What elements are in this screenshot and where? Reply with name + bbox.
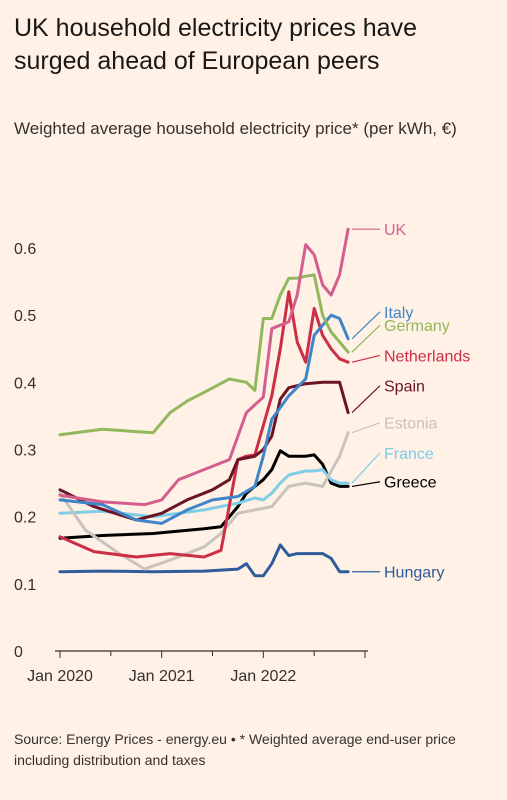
series-label-estonia: Estonia <box>384 416 437 433</box>
series-label-france: France <box>384 446 434 463</box>
label-leader-italy <box>351 311 381 340</box>
series-label-germany: Germany <box>384 318 450 335</box>
y-tick-label: 0 <box>14 644 23 661</box>
series-label-spain: Spain <box>384 379 425 396</box>
series-line-france <box>58 468 350 519</box>
y-tick-label: 0.4 <box>14 375 36 392</box>
label-leader-netherlands <box>351 354 381 363</box>
chart-series-group <box>58 227 350 578</box>
series-line-uk <box>58 227 350 507</box>
y-tick-label: 0.1 <box>14 577 36 594</box>
series-line-greece <box>58 449 350 540</box>
y-tick-label: 0.6 <box>14 241 36 258</box>
series-line-hungary <box>58 543 350 578</box>
y-tick-label: 0.5 <box>14 308 36 325</box>
y-tick-label: 0.2 <box>14 510 36 527</box>
series-label-netherlands: Netherlands <box>384 348 470 365</box>
chart-subtitle: Weighted average household electricity p… <box>14 119 457 138</box>
series-line-spain <box>58 380 350 522</box>
series-label-uk: UK <box>384 222 407 239</box>
label-leader-greece <box>351 481 381 488</box>
series-line-netherlands <box>58 290 350 559</box>
chart-axes: 0 0.1 0.2 0.3 0.4 0.5 0.6 Jan 2020 Jan 2021 Jan 2… <box>14 241 368 685</box>
label-leader-france <box>351 452 381 484</box>
label-leader-spain <box>351 385 381 413</box>
x-tick-label: Jan 2022 <box>230 668 296 685</box>
x-tick-label: Jan 2020 <box>27 668 93 685</box>
x-tick-label: Jan 2021 <box>129 668 195 685</box>
series-label-italy: Italy <box>384 305 413 322</box>
chart-title: UK household electricity prices have sur… <box>14 14 417 75</box>
series-line-germany <box>58 273 350 437</box>
label-leader-estonia <box>351 422 381 434</box>
series-label-hungary: Hungary <box>384 565 444 582</box>
y-tick-label: 0.3 <box>14 443 36 460</box>
label-leader-germany <box>351 324 381 353</box>
series-line-estonia <box>58 431 350 571</box>
source-note: Source: Energy Prices - energy.eu • * We… <box>14 731 456 768</box>
series-label-greece: Greece <box>384 475 437 492</box>
